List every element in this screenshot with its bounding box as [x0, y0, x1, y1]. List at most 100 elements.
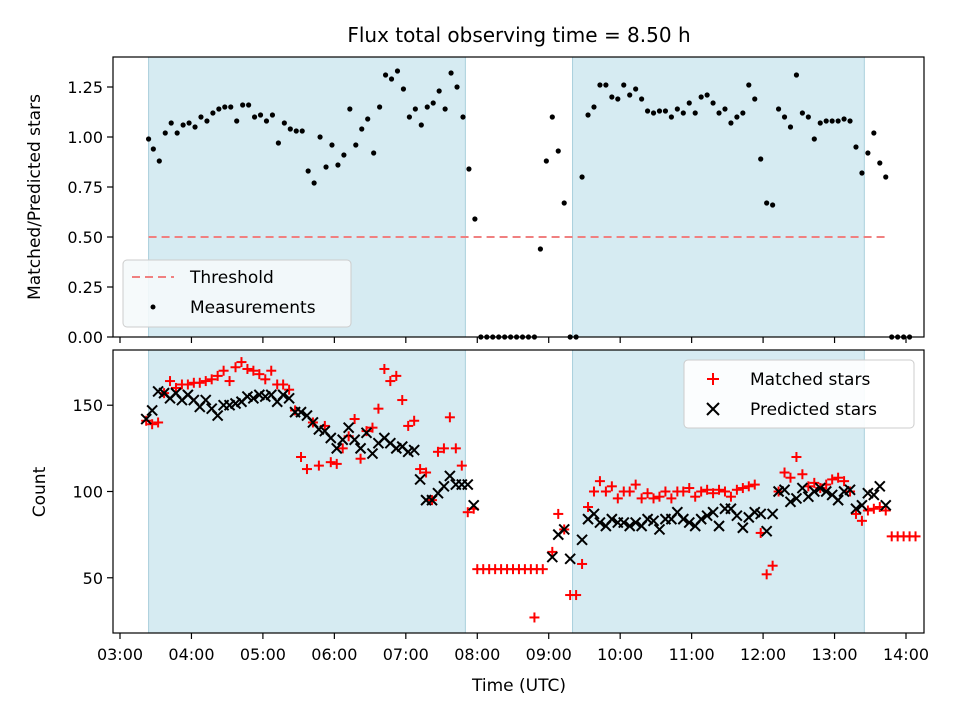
matched-star-point: [212, 370, 223, 381]
predicted-star-point: [140, 413, 152, 425]
predicted-star-point: [462, 478, 474, 491]
predicted-star-point: [850, 503, 862, 515]
bottom-y-axis-label: Count: [30, 466, 50, 517]
measurement-point: [865, 150, 871, 156]
measurement-point: [156, 158, 162, 164]
measurement-point: [406, 114, 412, 120]
matched-star-point: [767, 560, 778, 571]
predicted-star-points: [140, 385, 892, 565]
matched-star-point: [194, 377, 205, 388]
measurement-point: [710, 100, 716, 106]
matched-star-point: [230, 362, 241, 373]
x-tick-label-9: 12:00: [740, 645, 786, 664]
predicted-star-point: [366, 447, 379, 460]
measurement-point: [698, 94, 704, 100]
measurement-point: [180, 122, 186, 128]
x-tick-label-11: 14:00: [883, 645, 929, 664]
matched-star-point: [355, 453, 366, 464]
x-tick-label-0: 03:00: [97, 645, 143, 664]
shaded-interval-1: [572, 56, 865, 338]
measurement-point: [734, 114, 740, 120]
predicted-star-point: [731, 509, 743, 522]
matched-star-point: [797, 469, 808, 480]
matched-star-point: [200, 376, 211, 387]
measurement-point: [442, 106, 448, 112]
measurement-point: [329, 142, 335, 148]
x-tick-label-1: 04:00: [168, 645, 214, 664]
matched-star-point: [278, 379, 289, 390]
matched-star-point: [630, 479, 641, 490]
bottom-legend: Matched stars Predicted stars: [683, 359, 915, 429]
measurement-point: [549, 114, 555, 120]
predicted-star-point: [784, 496, 797, 508]
measurement-point: [222, 104, 228, 110]
matched-star-point: [165, 376, 176, 387]
matched-star-point: [719, 486, 730, 497]
matched-star-point: [678, 486, 689, 497]
predicted-star-point: [701, 509, 713, 522]
predicted-star-point: [414, 473, 426, 486]
matched-star-point: [547, 546, 558, 557]
predicted-star-point: [766, 508, 779, 520]
y-tick-label-1: 0.25: [67, 278, 103, 297]
measurement-point: [817, 120, 823, 126]
predicted-star-point: [325, 432, 337, 444]
matched-star-point: [349, 414, 360, 425]
matched-star-point: [296, 451, 307, 462]
matched-star-point: [600, 486, 611, 497]
predicted-star-point: [618, 516, 630, 529]
x-tick-label-3: 06:00: [311, 645, 357, 664]
matched-star-point: [432, 446, 443, 457]
measurement-point: [770, 202, 776, 208]
predicted-star-point: [354, 442, 367, 455]
measurement-point: [347, 106, 353, 112]
predicted-star-point: [755, 508, 767, 520]
matched-star-point: [833, 472, 844, 483]
measurement-point: [263, 118, 270, 124]
matched-star-point: [910, 531, 921, 542]
predicted-star-point: [331, 442, 343, 455]
matched-star-point: [636, 493, 647, 504]
matched-star-point: [577, 558, 588, 569]
matched-star-point: [409, 415, 420, 426]
measurement-point: [150, 146, 156, 152]
measurement-point: [269, 112, 276, 118]
measurement-point: [311, 180, 317, 186]
measurement-point: [686, 100, 692, 106]
predicted-star-point: [880, 499, 892, 512]
measurement-point: [621, 82, 627, 88]
predicted-star-point: [778, 484, 791, 496]
measurement-point: [394, 68, 401, 74]
predicted-star-point: [653, 523, 666, 536]
matched-star-point: [660, 486, 671, 497]
matched-star-point: [583, 502, 594, 513]
y-tick-label-2: 0.50: [67, 228, 103, 247]
x-tick-label-5: 08:00: [454, 645, 500, 664]
measurement-point: [656, 108, 663, 114]
measurement-point: [472, 216, 478, 222]
measurement-point: [430, 100, 436, 106]
predicted-star-point: [247, 392, 260, 405]
measurement-point: [841, 116, 847, 122]
measurement-point: [579, 174, 585, 180]
matched-star-point: [856, 515, 867, 526]
matched-star-point: [714, 484, 725, 495]
matched-star-point: [367, 422, 378, 433]
measurement-points: [145, 68, 913, 340]
measurement-point: [424, 104, 430, 110]
matched-star-point: [791, 451, 802, 462]
measurement-point: [644, 108, 651, 114]
measurement-point: [883, 174, 889, 180]
matched-star-point: [839, 476, 850, 487]
measurement-point: [764, 200, 770, 206]
matched-star-point: [880, 505, 891, 516]
x-tick-label-7: 10:00: [597, 645, 643, 664]
matched-star-point: [850, 508, 861, 519]
measurement-point: [662, 108, 669, 114]
measurement-point: [787, 124, 794, 130]
predicted-star-point: [808, 485, 821, 498]
matched-star-point: [153, 417, 164, 428]
measurement-point: [341, 152, 347, 158]
measurement-point: [627, 92, 633, 98]
